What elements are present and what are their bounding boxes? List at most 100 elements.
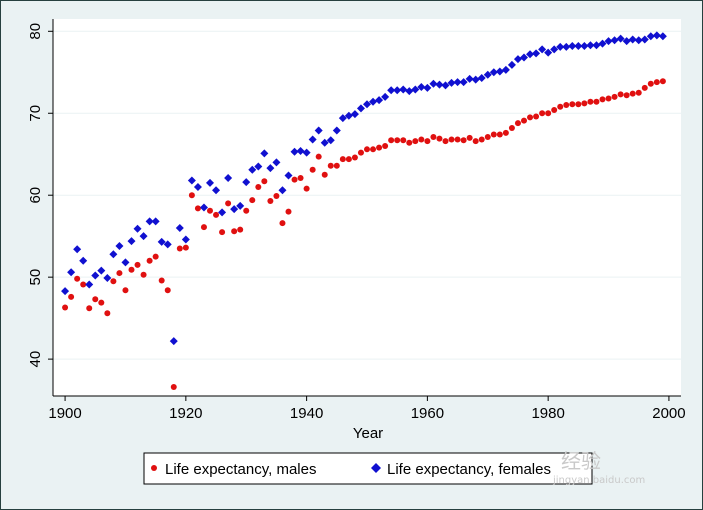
point-females-1954 bbox=[387, 86, 396, 95]
point-females-1935 bbox=[272, 158, 281, 167]
point-males-1939 bbox=[297, 174, 304, 181]
point-males-1981 bbox=[551, 106, 558, 113]
y-tick-label-60: 60 bbox=[27, 187, 44, 204]
point-males-1968 bbox=[472, 138, 479, 145]
point-females-1964 bbox=[447, 78, 456, 87]
point-females-1913 bbox=[139, 232, 148, 241]
point-males-1903 bbox=[80, 281, 87, 288]
point-males-1913 bbox=[140, 271, 147, 278]
point-males-1963 bbox=[442, 138, 449, 145]
point-females-1920 bbox=[181, 235, 190, 244]
point-males-1905 bbox=[92, 296, 99, 303]
point-females-1987 bbox=[586, 41, 595, 50]
watermark-text: 经验 bbox=[561, 449, 601, 473]
point-males-1925 bbox=[213, 211, 220, 218]
point-males-1942 bbox=[315, 153, 322, 160]
point-males-1927 bbox=[225, 200, 232, 207]
point-females-1902 bbox=[73, 245, 82, 254]
point-males-1900 bbox=[62, 304, 69, 311]
data-points bbox=[61, 31, 667, 390]
point-females-1959 bbox=[417, 83, 426, 92]
point-females-1994 bbox=[628, 35, 637, 44]
point-males-1975 bbox=[514, 120, 521, 127]
axes bbox=[48, 19, 681, 401]
point-females-1950 bbox=[363, 100, 371, 109]
point-males-1944 bbox=[327, 162, 334, 169]
legend: Life expectancy, males Life expectancy, … bbox=[143, 452, 593, 485]
point-females-1961 bbox=[429, 79, 438, 88]
point-females-1924 bbox=[206, 178, 214, 187]
grid-lines bbox=[53, 30, 681, 360]
point-males-1936 bbox=[279, 220, 286, 227]
point-females-1992 bbox=[616, 34, 625, 43]
point-females-1971 bbox=[489, 68, 498, 77]
point-females-1911 bbox=[127, 237, 136, 246]
point-males-1954 bbox=[388, 137, 395, 144]
point-females-1916 bbox=[157, 237, 166, 246]
point-females-1908 bbox=[109, 250, 118, 259]
point-females-1942 bbox=[314, 126, 323, 135]
point-males-1957 bbox=[406, 139, 413, 146]
legend-label-females: Life expectancy, females bbox=[387, 461, 551, 478]
point-males-1976 bbox=[521, 117, 527, 124]
point-males-1940 bbox=[303, 185, 310, 192]
point-females-1933 bbox=[260, 149, 269, 158]
point-males-1964 bbox=[448, 136, 455, 143]
x-tick-label-2000: 2000 bbox=[652, 405, 685, 422]
x-tick-label-1940: 1940 bbox=[290, 405, 323, 422]
point-females-1907 bbox=[103, 273, 112, 282]
point-males-1945 bbox=[333, 162, 340, 169]
point-females-1947 bbox=[344, 111, 353, 120]
point-males-1909 bbox=[116, 270, 123, 277]
point-females-1915 bbox=[151, 217, 160, 226]
point-females-1949 bbox=[356, 104, 365, 113]
point-females-1952 bbox=[375, 96, 384, 105]
point-males-1972 bbox=[496, 131, 503, 138]
point-females-1926 bbox=[218, 208, 227, 217]
point-females-1965 bbox=[453, 78, 462, 87]
point-males-1950 bbox=[364, 146, 370, 153]
point-females-1955 bbox=[393, 86, 402, 95]
point-females-1922 bbox=[193, 183, 202, 192]
point-females-1977 bbox=[526, 50, 535, 59]
point-males-1901 bbox=[68, 293, 75, 300]
point-females-1918 bbox=[169, 337, 178, 346]
point-males-1912 bbox=[134, 261, 141, 268]
point-females-1966 bbox=[459, 78, 468, 87]
point-males-1961 bbox=[430, 134, 437, 141]
point-females-1921 bbox=[187, 176, 196, 185]
point-males-1989 bbox=[599, 96, 606, 103]
point-males-1969 bbox=[478, 136, 485, 143]
point-females-1903 bbox=[79, 256, 88, 265]
point-males-1952 bbox=[376, 144, 383, 151]
point-males-1919 bbox=[176, 245, 183, 252]
watermark: 经验 jingyan.baidu.com bbox=[553, 445, 645, 486]
point-females-1997 bbox=[646, 32, 655, 41]
point-males-1947 bbox=[345, 156, 352, 163]
point-males-1934 bbox=[267, 197, 274, 204]
point-males-1908 bbox=[110, 278, 117, 285]
y-tick-label-70: 70 bbox=[27, 105, 44, 122]
point-females-1940 bbox=[302, 148, 311, 157]
point-males-1984 bbox=[569, 101, 576, 108]
point-females-1909 bbox=[115, 242, 124, 251]
y-tick-label-40: 40 bbox=[27, 351, 44, 368]
point-females-1900 bbox=[61, 287, 70, 296]
y-tick-label-50: 50 bbox=[27, 269, 44, 286]
point-males-1951 bbox=[370, 146, 377, 153]
point-males-1980 bbox=[545, 110, 552, 117]
point-males-1995 bbox=[635, 89, 642, 96]
point-females-1931 bbox=[248, 165, 257, 174]
point-females-1962 bbox=[435, 80, 444, 89]
legend-label-males: Life expectancy, males bbox=[165, 461, 316, 478]
point-females-1937 bbox=[284, 171, 293, 180]
point-males-1924 bbox=[207, 207, 213, 214]
legend-marker-males bbox=[151, 465, 157, 471]
point-females-1995 bbox=[634, 36, 643, 45]
point-males-1937 bbox=[285, 208, 292, 215]
point-females-1989 bbox=[598, 39, 607, 48]
point-females-1923 bbox=[199, 203, 208, 212]
point-females-1963 bbox=[441, 81, 450, 90]
